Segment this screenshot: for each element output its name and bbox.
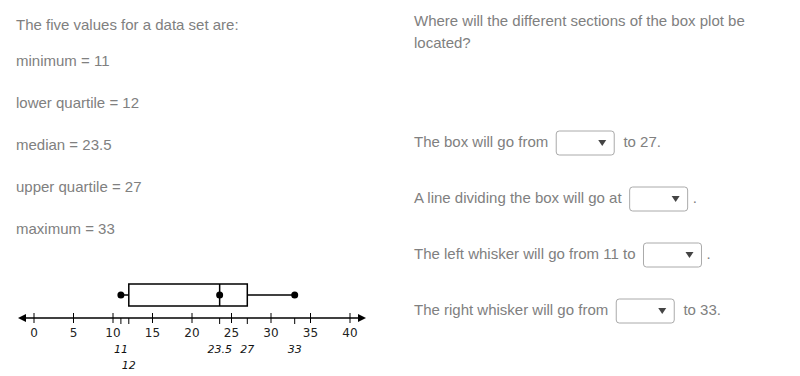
dropdown-arrow[interactable]	[598, 140, 606, 146]
question-suffix: .	[706, 245, 710, 262]
question-suffix: to 27.	[619, 133, 661, 150]
stat-label: maximum = 33	[16, 220, 115, 237]
stat-label: median = 23.5	[16, 136, 112, 153]
value-tick	[294, 318, 295, 324]
dropdown-arrow[interactable]	[685, 252, 693, 258]
tick-label: 35	[303, 326, 318, 340]
tick	[350, 313, 351, 323]
value-label: 23.5	[207, 343, 232, 356]
tick-label: 10	[105, 326, 120, 340]
box-plot	[117, 284, 298, 324]
tick	[192, 313, 193, 323]
dropdown-box[interactable]	[630, 187, 688, 211]
tick-label: 25	[224, 326, 239, 340]
value-tick	[219, 318, 220, 324]
tick	[271, 313, 272, 323]
tick-label: 5	[70, 326, 78, 340]
tick	[73, 313, 74, 323]
dot	[117, 292, 124, 299]
arrow-head	[18, 314, 26, 322]
value-label: 11	[114, 343, 128, 356]
value-tick	[247, 318, 248, 324]
title: The five values for a data set are:	[16, 16, 239, 33]
dropdown-arrow[interactable]	[672, 196, 680, 202]
dropdown-box[interactable]	[643, 243, 701, 267]
question-suffix: to 33.	[679, 301, 721, 318]
stat-label: minimum = 11	[16, 52, 110, 69]
value-label: 33	[288, 343, 302, 356]
tick-label: 15	[145, 326, 160, 340]
dropdown[interactable]	[643, 243, 701, 267]
chart: The five values for a data set are: minim…	[0, 0, 800, 376]
tick	[113, 313, 114, 323]
question: A line dividing the box will go at	[414, 189, 622, 206]
tick	[34, 313, 35, 323]
dropdown[interactable]	[556, 131, 614, 155]
dropdown-arrow[interactable]	[658, 308, 666, 314]
tick-label: 20	[184, 326, 199, 340]
value-label: 12	[122, 359, 136, 372]
tick	[310, 313, 311, 323]
dropdown[interactable]	[616, 299, 674, 323]
subtitle: Where will the different sections of the…	[414, 12, 745, 51]
tick	[152, 313, 153, 323]
question: The box will go from	[414, 133, 548, 150]
value-label: 27	[240, 343, 254, 356]
dropdown[interactable]	[630, 187, 688, 211]
tick-label: 0	[30, 326, 38, 340]
dropdown-box[interactable]	[616, 299, 674, 323]
tick-label: 40	[342, 326, 357, 340]
dropdown-box[interactable]	[556, 131, 614, 155]
question-suffix: .	[693, 189, 697, 206]
dot	[291, 292, 298, 299]
box	[129, 284, 248, 306]
tick	[231, 313, 232, 323]
value-tick	[128, 318, 129, 324]
tick-label: 30	[263, 326, 278, 340]
stat-label: upper quartile = 27	[16, 178, 142, 195]
arrow-head	[358, 314, 366, 322]
value-tick	[120, 318, 121, 324]
question: The left whisker will go from 11 to	[414, 245, 635, 262]
question: The right whisker will go from	[414, 301, 608, 318]
stat-label: lower quartile = 12	[16, 94, 139, 111]
dot	[216, 292, 223, 299]
whisker	[247, 294, 294, 296]
